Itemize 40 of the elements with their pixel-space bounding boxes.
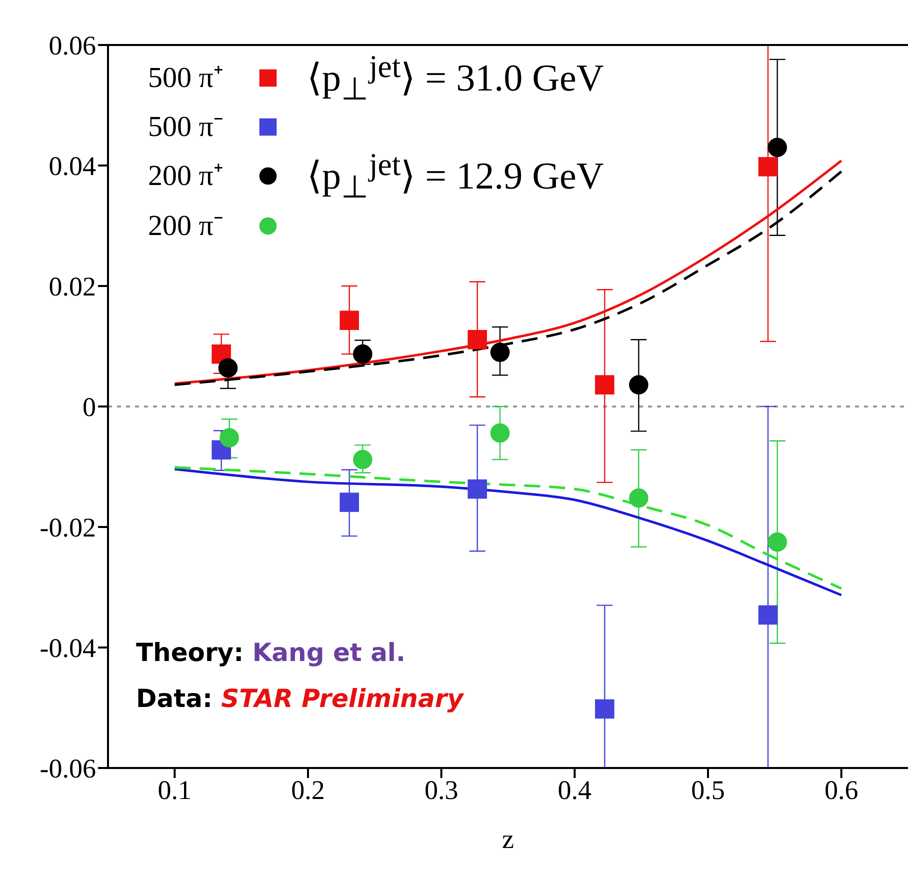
y-tick-label: 0.04	[48, 151, 96, 182]
x-tick-label: 0.2	[291, 775, 325, 806]
annotation: ⟨p$_{⊥}$$^{jet}$⟩ = 12.9 GeV	[307, 146, 604, 206]
point	[353, 450, 372, 470]
x-tick-label: 0.5	[691, 775, 725, 806]
point	[218, 358, 238, 378]
point	[595, 375, 614, 394]
legend-label: 500 π⁺	[148, 61, 224, 96]
point	[340, 492, 359, 512]
y-tick-label: 0.06	[48, 30, 96, 61]
point	[220, 428, 239, 448]
point	[490, 423, 510, 443]
annotation: Data: STAR Preliminary	[136, 684, 464, 713]
x-tick-label: 0.4	[558, 775, 592, 806]
legend-label: 200 π⁻	[148, 208, 224, 244]
y-tick-label: -0.04	[40, 633, 96, 664]
point	[768, 532, 787, 552]
point	[595, 699, 614, 719]
point	[758, 605, 778, 625]
point	[768, 138, 787, 158]
x-tick-label: 0.3	[424, 775, 458, 806]
x-axis-title: z	[502, 824, 514, 854]
point	[340, 310, 359, 330]
point	[468, 330, 487, 350]
y-tick-label: 0.02	[48, 272, 96, 302]
point	[353, 344, 372, 364]
point	[629, 488, 648, 508]
legend-label: 500 π⁻	[148, 110, 224, 146]
point	[629, 375, 648, 394]
point	[758, 157, 778, 176]
legend-label: 200 π⁺	[148, 159, 224, 194]
y-tick-label: -0.06	[40, 754, 96, 784]
annotation: ⟨p$_{⊥}$$^{jet}$⟩ = 31.0 GeV	[307, 48, 604, 108]
x-tick-label: 0.1	[158, 775, 192, 806]
y-tick-label: 0	[82, 392, 96, 422]
x-tick-label: 0.6	[824, 775, 858, 806]
point	[468, 479, 487, 499]
y-tick-label: -0.02	[40, 512, 96, 543]
annotation: Theory: Kang et al.	[136, 638, 406, 667]
point	[490, 342, 510, 362]
